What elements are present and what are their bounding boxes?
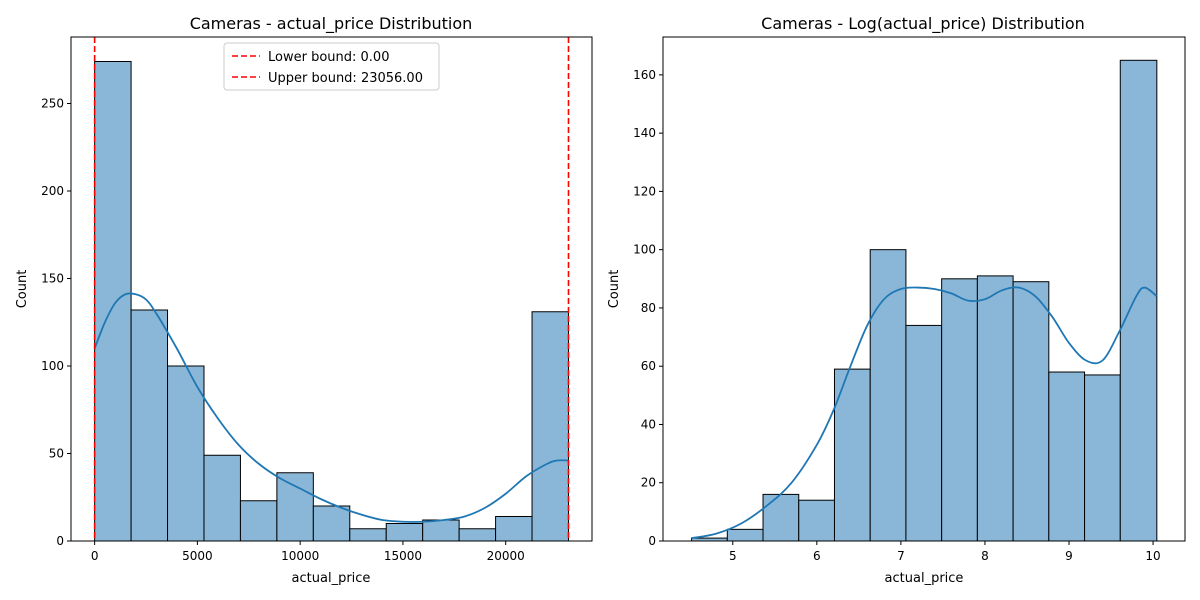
y-axis-label: Count xyxy=(15,270,30,309)
x-tick-label: 7 xyxy=(897,549,905,563)
x-tick-label: 5 xyxy=(729,549,737,563)
legend-lower-bound-label: Lower bound: 0.00 xyxy=(268,50,389,65)
legend-upper-bound-label: Upper bound: 23056.00 xyxy=(268,71,423,86)
histogram-bar xyxy=(531,311,569,542)
histogram-bar xyxy=(239,500,278,542)
histogram-bar xyxy=(976,275,1014,542)
y-axis-ticks: 0 20 40 60 80 100 120 140 160 xyxy=(633,68,663,548)
histogram-bar xyxy=(1012,281,1050,542)
y-tick-label: 50 xyxy=(49,447,64,461)
chart-log-actual-price: Cameras - Log(actual_price) Distribution… xyxy=(607,14,1186,586)
x-tick-label: 6 xyxy=(813,549,821,563)
histogram-bar xyxy=(276,472,314,542)
chart-title: Cameras - Log(actual_price) Distribution xyxy=(761,14,1085,34)
histogram-bar xyxy=(130,309,169,542)
x-tick-label: 8 xyxy=(981,549,989,563)
plot-frame xyxy=(70,36,593,542)
histogram-bar xyxy=(422,519,460,542)
x-tick-label: 10000 xyxy=(281,549,319,563)
x-tick-label: 5000 xyxy=(182,549,213,563)
x-axis-label: actual_price xyxy=(885,571,964,586)
histogram-bars xyxy=(94,61,569,542)
histogram-bar xyxy=(941,278,978,542)
y-tick-label: 160 xyxy=(633,68,656,82)
y-tick-label: 200 xyxy=(41,184,64,198)
histogram-bar xyxy=(726,528,764,542)
histogram-bar xyxy=(798,499,835,542)
y-tick-label: 0 xyxy=(648,534,656,548)
histogram-bar xyxy=(905,324,943,542)
histogram-bar xyxy=(1048,371,1086,542)
y-axis-label: Count xyxy=(607,270,622,309)
histogram-bar xyxy=(385,523,424,542)
histogram-bar xyxy=(869,249,907,542)
kde-curve xyxy=(691,286,1158,539)
axes-frame xyxy=(70,36,593,542)
y-tick-label: 100 xyxy=(41,359,64,373)
kde-line xyxy=(691,286,1158,539)
histogram-bar xyxy=(833,368,871,542)
y-tick-label: 60 xyxy=(641,359,656,373)
y-tick-label: 80 xyxy=(641,301,656,315)
legend-box xyxy=(223,42,440,91)
histogram-bar xyxy=(1084,374,1121,542)
chart-actual-price: Cameras - actual_price Distribution 0 500… xyxy=(15,14,593,586)
y-tick-label: 120 xyxy=(633,184,656,198)
y-axis-ticks: 0 50 100 150 200 250 xyxy=(41,97,71,548)
y-tick-label: 0 xyxy=(56,534,64,548)
x-tick-label: 15000 xyxy=(384,549,422,563)
plot-frame xyxy=(662,36,1186,542)
y-tick-label: 150 xyxy=(41,272,64,286)
y-tick-label: 40 xyxy=(641,417,656,431)
histogram-bar xyxy=(349,528,387,542)
legend: Lower bound: 0.00 Upper bound: 23056.00 xyxy=(223,42,440,91)
histogram-bar xyxy=(167,365,205,542)
histogram-bar xyxy=(1119,59,1158,542)
kde-line xyxy=(93,292,569,523)
histogram-bar xyxy=(203,454,241,542)
y-tick-label: 20 xyxy=(641,476,656,490)
kde-curve xyxy=(93,292,569,523)
x-tick-label: 9 xyxy=(1065,549,1073,563)
histogram-bar xyxy=(458,528,497,542)
y-tick-label: 250 xyxy=(41,97,64,111)
x-axis-label: actual_price xyxy=(292,571,371,586)
x-tick-label: 10 xyxy=(1145,549,1160,563)
chart-title: Cameras - actual_price Distribution xyxy=(190,14,473,34)
axes-frame xyxy=(662,36,1186,542)
histogram-bar xyxy=(94,61,132,542)
x-tick-label: 20000 xyxy=(487,549,525,563)
histogram-bar xyxy=(312,505,351,542)
x-tick-label: 0 xyxy=(91,549,99,563)
y-tick-label: 140 xyxy=(633,126,656,140)
x-axis-ticks: 0 5000 10000 15000 20000 xyxy=(91,541,525,563)
histogram-bar xyxy=(762,493,800,542)
x-axis-ticks: 5 6 7 8 9 10 xyxy=(729,541,1161,563)
y-tick-label: 100 xyxy=(633,243,656,257)
histogram-bar xyxy=(495,516,533,542)
bound-lines xyxy=(93,37,570,541)
